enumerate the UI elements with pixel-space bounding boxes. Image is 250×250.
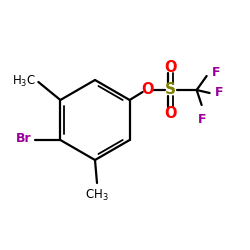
Text: S: S	[165, 82, 176, 98]
Text: $\mathregular{H_3C}$: $\mathregular{H_3C}$	[12, 74, 36, 88]
Text: F: F	[215, 86, 223, 100]
Text: O: O	[164, 106, 177, 120]
Text: $\mathregular{CH_3}$: $\mathregular{CH_3}$	[85, 188, 109, 203]
Text: O: O	[142, 82, 154, 96]
Text: Br: Br	[16, 132, 31, 145]
Text: F: F	[198, 113, 206, 126]
Text: O: O	[164, 60, 177, 74]
Text: F: F	[212, 66, 220, 78]
